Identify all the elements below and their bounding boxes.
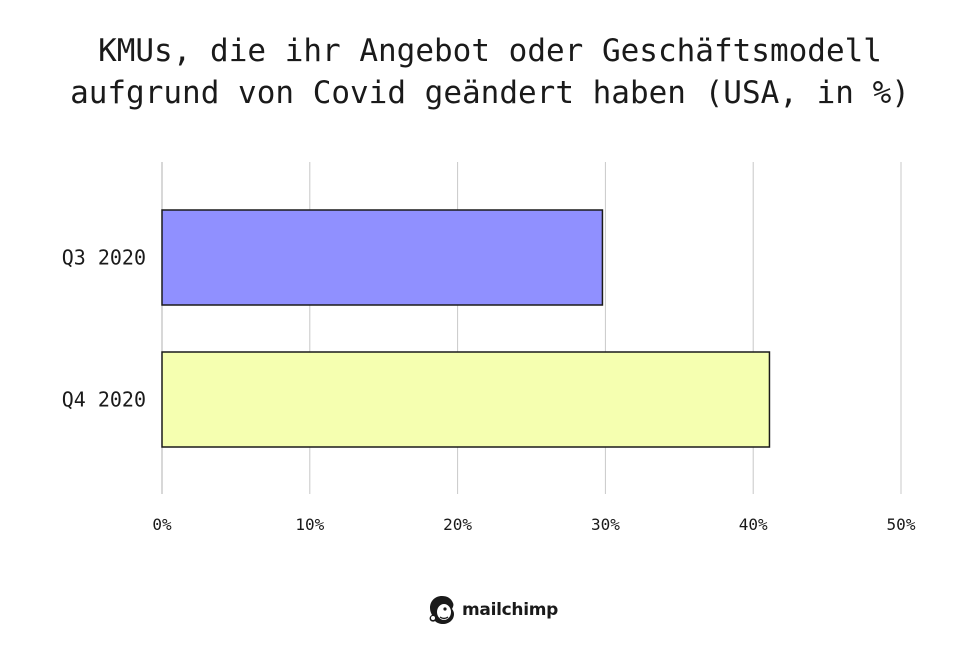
bars — [161, 209, 771, 448]
x-tick-label-50: 50% — [887, 515, 916, 534]
bar-q3-2020 — [161, 209, 604, 306]
category-labels: Q3 2020 Q4 2020 — [62, 246, 146, 412]
brand-logo: mailchimp — [427, 593, 558, 627]
brand-name: mailchimp — [462, 600, 559, 620]
bar-q4-2020 — [161, 351, 771, 448]
category-label-q3-2020: Q3 2020 — [62, 246, 146, 270]
x-tick-label-0: 0% — [152, 515, 172, 534]
x-tick-labels: 0% 10% 20% 30% 40% 50% — [152, 515, 915, 534]
x-tick-label-10: 10% — [295, 515, 324, 534]
mailchimp-freddie-icon — [429, 596, 454, 624]
x-tick-label-20: 20% — [443, 515, 472, 534]
chart-title-line-1: KMUs, die ihr Angebot oder Geschäftsmode… — [98, 33, 882, 69]
chart-title-line-2: aufgrund von Covid geändert haben (USA, … — [70, 75, 910, 111]
x-tick-label-40: 40% — [739, 515, 768, 534]
chart-title: KMUs, die ihr Angebot oder Geschäftsmode… — [0, 30, 980, 114]
x-tick-label-30: 30% — [591, 515, 620, 534]
category-label-q4-2020: Q4 2020 — [62, 388, 146, 412]
